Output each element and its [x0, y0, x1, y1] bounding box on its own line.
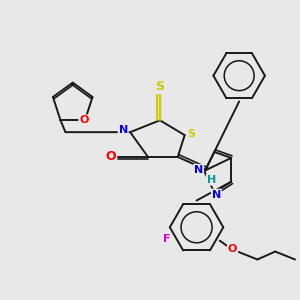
Text: N: N — [118, 125, 128, 135]
Text: N: N — [212, 190, 221, 200]
Text: O: O — [228, 244, 237, 254]
Text: S: S — [188, 129, 196, 139]
Text: F: F — [163, 234, 170, 244]
Text: H: H — [207, 175, 216, 185]
Text: S: S — [155, 80, 164, 93]
Text: O: O — [105, 150, 116, 164]
Text: N: N — [194, 165, 203, 175]
Text: O: O — [79, 115, 88, 125]
